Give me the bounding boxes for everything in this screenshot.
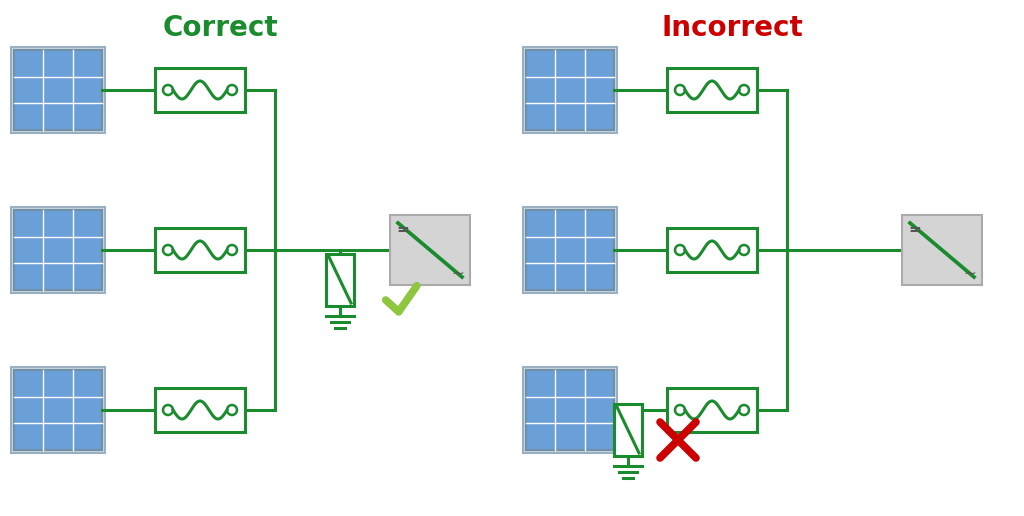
Circle shape bbox=[163, 85, 173, 95]
Bar bbox=[526, 210, 614, 290]
Bar bbox=[667, 228, 757, 272]
Text: =: = bbox=[908, 221, 921, 236]
Circle shape bbox=[227, 405, 237, 415]
Circle shape bbox=[739, 405, 749, 415]
Text: ~: ~ bbox=[452, 266, 464, 281]
Circle shape bbox=[675, 245, 685, 255]
Bar bbox=[667, 388, 757, 432]
Bar bbox=[11, 367, 105, 453]
Bar bbox=[902, 215, 982, 285]
Bar bbox=[390, 215, 470, 285]
Bar bbox=[526, 370, 614, 450]
Text: =: = bbox=[396, 221, 409, 236]
Circle shape bbox=[227, 245, 237, 255]
Bar bbox=[14, 210, 102, 290]
Text: ~: ~ bbox=[964, 266, 976, 281]
Bar bbox=[523, 207, 617, 293]
Circle shape bbox=[739, 245, 749, 255]
Bar bbox=[155, 228, 245, 272]
Bar bbox=[523, 47, 617, 133]
Circle shape bbox=[227, 85, 237, 95]
Circle shape bbox=[675, 405, 685, 415]
Bar bbox=[526, 50, 614, 130]
Bar bbox=[526, 210, 614, 290]
Circle shape bbox=[739, 85, 749, 95]
Bar bbox=[14, 210, 102, 290]
Bar bbox=[14, 370, 102, 450]
Bar bbox=[11, 47, 105, 133]
Bar bbox=[526, 50, 614, 130]
Bar bbox=[667, 68, 757, 112]
Bar bbox=[526, 370, 614, 450]
Bar bbox=[155, 68, 245, 112]
Bar bbox=[326, 254, 354, 306]
Circle shape bbox=[163, 405, 173, 415]
Bar bbox=[523, 367, 617, 453]
Text: Correct: Correct bbox=[162, 14, 278, 42]
Bar bbox=[155, 388, 245, 432]
Bar bbox=[14, 50, 102, 130]
Bar bbox=[14, 50, 102, 130]
Bar bbox=[11, 207, 105, 293]
Text: Incorrect: Incorrect bbox=[662, 14, 803, 42]
Circle shape bbox=[675, 85, 685, 95]
Circle shape bbox=[163, 245, 173, 255]
Bar bbox=[14, 370, 102, 450]
Bar bbox=[614, 404, 642, 456]
